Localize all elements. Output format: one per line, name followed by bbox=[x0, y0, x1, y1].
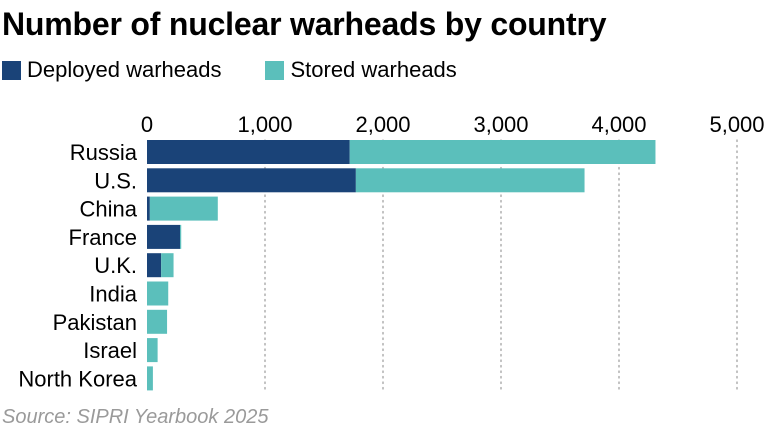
y-category-label: North Korea bbox=[18, 366, 137, 391]
bar-deployed bbox=[147, 224, 181, 249]
legend-label-stored: Stored warheads bbox=[290, 57, 457, 82]
bar-stored bbox=[147, 281, 169, 306]
y-category-label: Pakistan bbox=[53, 310, 137, 335]
legend-item-stored: Stored warheads bbox=[265, 57, 457, 83]
bar-stored bbox=[349, 140, 656, 164]
bar-stored bbox=[161, 253, 174, 278]
bar-stored bbox=[147, 366, 153, 391]
bar-stored bbox=[355, 168, 585, 193]
x-tick-label: 0 bbox=[141, 112, 153, 137]
y-category-label: Russia bbox=[70, 140, 138, 165]
x-tick-label: 1,000 bbox=[237, 112, 292, 137]
legend-item-deployed: Deployed warheads bbox=[2, 57, 221, 83]
bar-deployed bbox=[147, 140, 350, 164]
chart-title: Number of nuclear warheads by country bbox=[2, 6, 607, 42]
y-category-label: China bbox=[80, 197, 138, 222]
legend-swatch-deployed bbox=[2, 60, 21, 80]
x-tick-label: 4,000 bbox=[591, 112, 646, 137]
bar-deployed bbox=[147, 253, 162, 278]
bar-deployed bbox=[147, 168, 356, 193]
y-category-label: Israel bbox=[83, 338, 137, 363]
bar-stored bbox=[147, 309, 168, 334]
y-category-label: India bbox=[89, 282, 137, 307]
bar-stored bbox=[149, 196, 218, 221]
bar-stored bbox=[147, 338, 158, 363]
bar-stored bbox=[180, 224, 182, 249]
x-tick-label: 2,000 bbox=[355, 112, 410, 137]
legend-label-deployed: Deployed warheads bbox=[27, 57, 222, 82]
bar-deployed bbox=[147, 196, 150, 221]
legend-swatch-stored bbox=[265, 60, 285, 80]
y-category-label: France bbox=[69, 225, 137, 250]
y-category-label: U.S. bbox=[94, 168, 137, 193]
y-category-label: U.K. bbox=[94, 253, 137, 278]
x-tick-label: 5,000 bbox=[709, 112, 764, 137]
x-tick-label: 3,000 bbox=[473, 112, 528, 137]
source-note: Source: SIPRI Yearbook 2025 bbox=[2, 406, 269, 428]
legend: Deployed warheads Stored warheads bbox=[2, 57, 457, 83]
